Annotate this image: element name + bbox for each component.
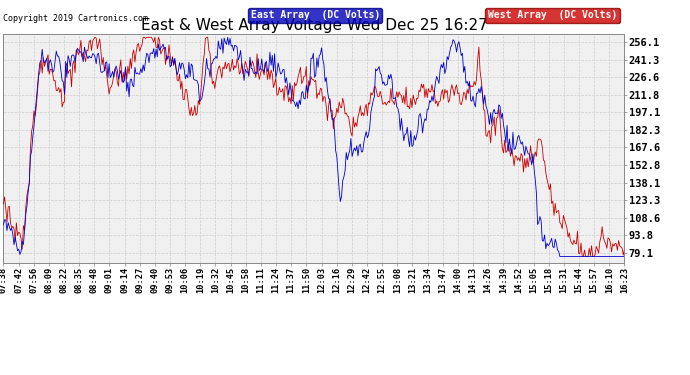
Title: East & West Array Voltage Wed Dec 25 16:27: East & West Array Voltage Wed Dec 25 16:… <box>141 18 487 33</box>
Legend: West Array  (DC Volts): West Array (DC Volts) <box>486 8 620 22</box>
Text: Copyright 2019 Cartronics.com: Copyright 2019 Cartronics.com <box>3 14 148 23</box>
